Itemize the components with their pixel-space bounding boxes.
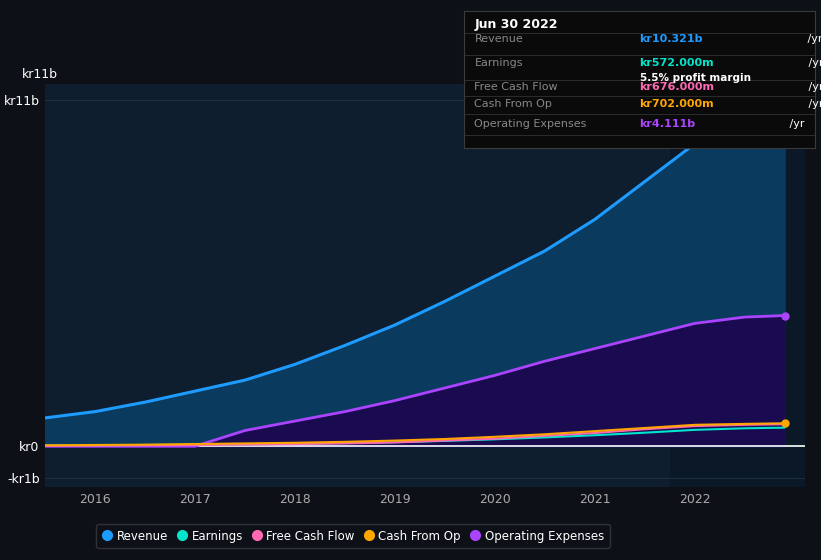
Text: kr676.000m: kr676.000m <box>640 82 714 92</box>
Text: /yr: /yr <box>786 119 805 129</box>
Text: kr11b: kr11b <box>22 68 58 81</box>
Legend: Revenue, Earnings, Free Cash Flow, Cash From Op, Operating Expenses: Revenue, Earnings, Free Cash Flow, Cash … <box>96 524 610 548</box>
Text: Free Cash Flow: Free Cash Flow <box>475 82 558 92</box>
Text: /yr: /yr <box>805 82 821 92</box>
Text: kr572.000m: kr572.000m <box>640 58 714 68</box>
Text: Operating Expenses: Operating Expenses <box>475 119 587 129</box>
Text: Cash From Op: Cash From Op <box>475 100 553 110</box>
Text: kr702.000m: kr702.000m <box>640 100 714 110</box>
Text: kr10.321b: kr10.321b <box>640 34 703 44</box>
Text: 5.5% profit margin: 5.5% profit margin <box>640 73 750 83</box>
Text: /yr: /yr <box>804 34 821 44</box>
Text: /yr: /yr <box>805 100 821 110</box>
Text: kr4.111b: kr4.111b <box>640 119 695 129</box>
Bar <box>670 84 805 487</box>
Text: Jun 30 2022: Jun 30 2022 <box>475 18 558 31</box>
Text: /yr: /yr <box>805 58 821 68</box>
Text: Revenue: Revenue <box>475 34 523 44</box>
Text: Earnings: Earnings <box>475 58 523 68</box>
